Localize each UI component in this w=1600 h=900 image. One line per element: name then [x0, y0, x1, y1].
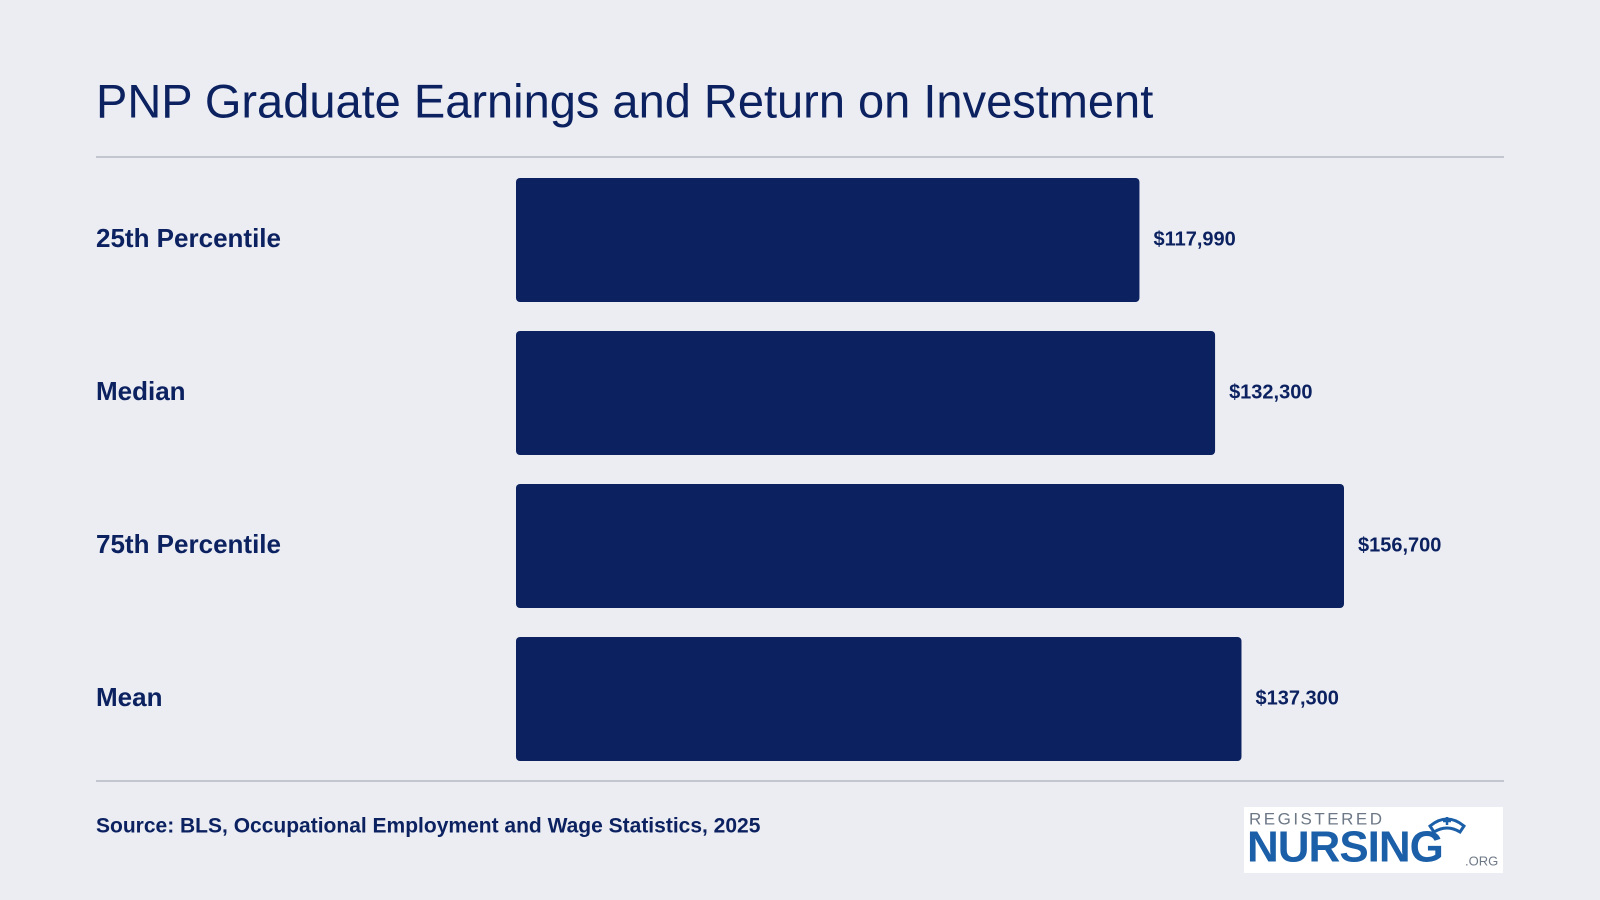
- value-label: $137,300: [1255, 687, 1338, 709]
- logo: REGISTERED NURSING .ORG: [1244, 807, 1503, 873]
- logo-cross: [1443, 817, 1451, 825]
- value-label: $117,990: [1153, 228, 1235, 250]
- logo-top: REGISTERED: [1249, 809, 1385, 828]
- logo-suffix: .ORG: [1465, 853, 1498, 868]
- category-label: 25th Percentile: [96, 223, 281, 253]
- category-label: 75th Percentile: [96, 529, 281, 559]
- category-label: Mean: [96, 682, 162, 712]
- logo-main: NURSING: [1247, 823, 1443, 872]
- value-label: $132,300: [1229, 381, 1312, 403]
- bar: [516, 331, 1216, 455]
- chart-title: PNP Graduate Earnings and Return on Inve…: [96, 74, 1153, 127]
- value-label: $156,700: [1358, 534, 1441, 556]
- logo-box: [1244, 807, 1503, 873]
- bar: [516, 484, 1344, 608]
- bar: [516, 637, 1242, 761]
- category-label: Median: [96, 376, 186, 406]
- logo-icon: [1427, 817, 1467, 835]
- bar: [516, 178, 1140, 302]
- source-note: Source: BLS, Occupational Employment and…: [96, 815, 761, 838]
